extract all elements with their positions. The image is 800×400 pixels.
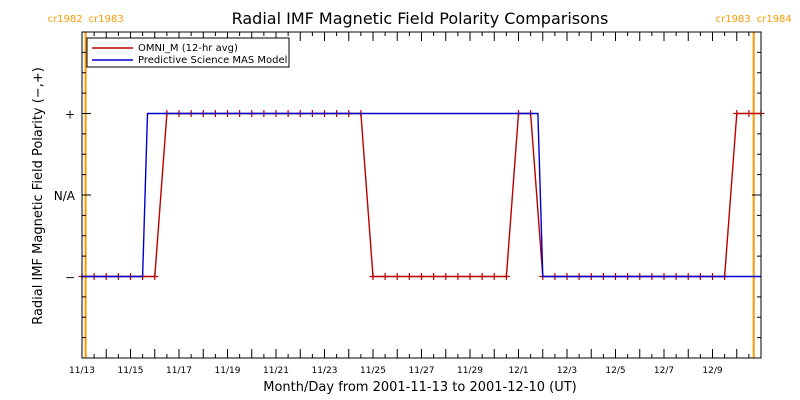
data-point-marker: [381, 273, 389, 280]
data-point-marker: [405, 273, 413, 280]
x-tick-label: 11/29: [457, 366, 483, 376]
x-tick-label: 12/3: [557, 366, 577, 376]
x-tick-label: 11/23: [312, 366, 338, 376]
data-point-marker: [418, 273, 425, 280]
data-point-marker: [466, 273, 474, 280]
x-tick-label: 11/21: [263, 366, 289, 376]
data-point-marker: [733, 110, 741, 117]
x-axis-label: Month/Day from 2001-11-13 to 2001-12-10 …: [263, 380, 576, 395]
cr-label-right-1: cr1984: [757, 14, 792, 25]
x-tick-label: 12/9: [702, 366, 722, 376]
data-point-marker: [430, 273, 438, 280]
cr-label-left-1: cr1983: [716, 14, 751, 25]
chart-title: Radial IMF Magnetic Field Polarity Compa…: [232, 9, 609, 28]
y-tick-label: +: [65, 108, 75, 122]
series-line-0: [82, 112, 761, 278]
y-tick-label: N/A: [54, 189, 76, 203]
cr-label-right-0: cr1983: [89, 14, 124, 25]
x-tick-label: 12/1: [508, 366, 528, 376]
data-point-marker: [490, 273, 498, 280]
x-tick-label: 11/25: [360, 366, 386, 376]
data-point-marker: [454, 273, 462, 280]
x-tick-label: 11/19: [215, 366, 241, 376]
data-point-marker: [393, 273, 401, 280]
x-tick-label: 11/17: [166, 366, 192, 376]
data-point-marker: [442, 273, 450, 280]
x-tick-label: 11/27: [409, 366, 435, 376]
data-point-marker: [745, 110, 753, 117]
plot-frame: [81, 31, 762, 359]
data-point-marker: [369, 273, 377, 280]
cr-label-left-0: cr1982: [48, 14, 83, 25]
data-point-marker: [502, 273, 510, 280]
series-line-1: [82, 112, 761, 278]
x-tick-label: 11/15: [118, 366, 144, 376]
x-tick-label: 12/5: [605, 366, 625, 376]
legend-box: [86, 37, 290, 68]
legend: OMNI_M (12-hr avg) Predictive Science MA…: [86, 37, 290, 68]
data-point-marker: [151, 273, 159, 280]
y-tick-label: −: [65, 271, 75, 285]
data-point-marker: [478, 273, 486, 280]
x-tick-label: 12/7: [654, 366, 674, 376]
x-tick-label: 11/13: [69, 366, 95, 376]
legend-label-omni: OMNI_M (12-hr avg): [138, 43, 238, 54]
legend-label-mas: Predictive Science MAS Model: [138, 55, 287, 66]
y-axis-label: Radial IMF Magnetic Field Polarity (−,+): [31, 67, 46, 325]
